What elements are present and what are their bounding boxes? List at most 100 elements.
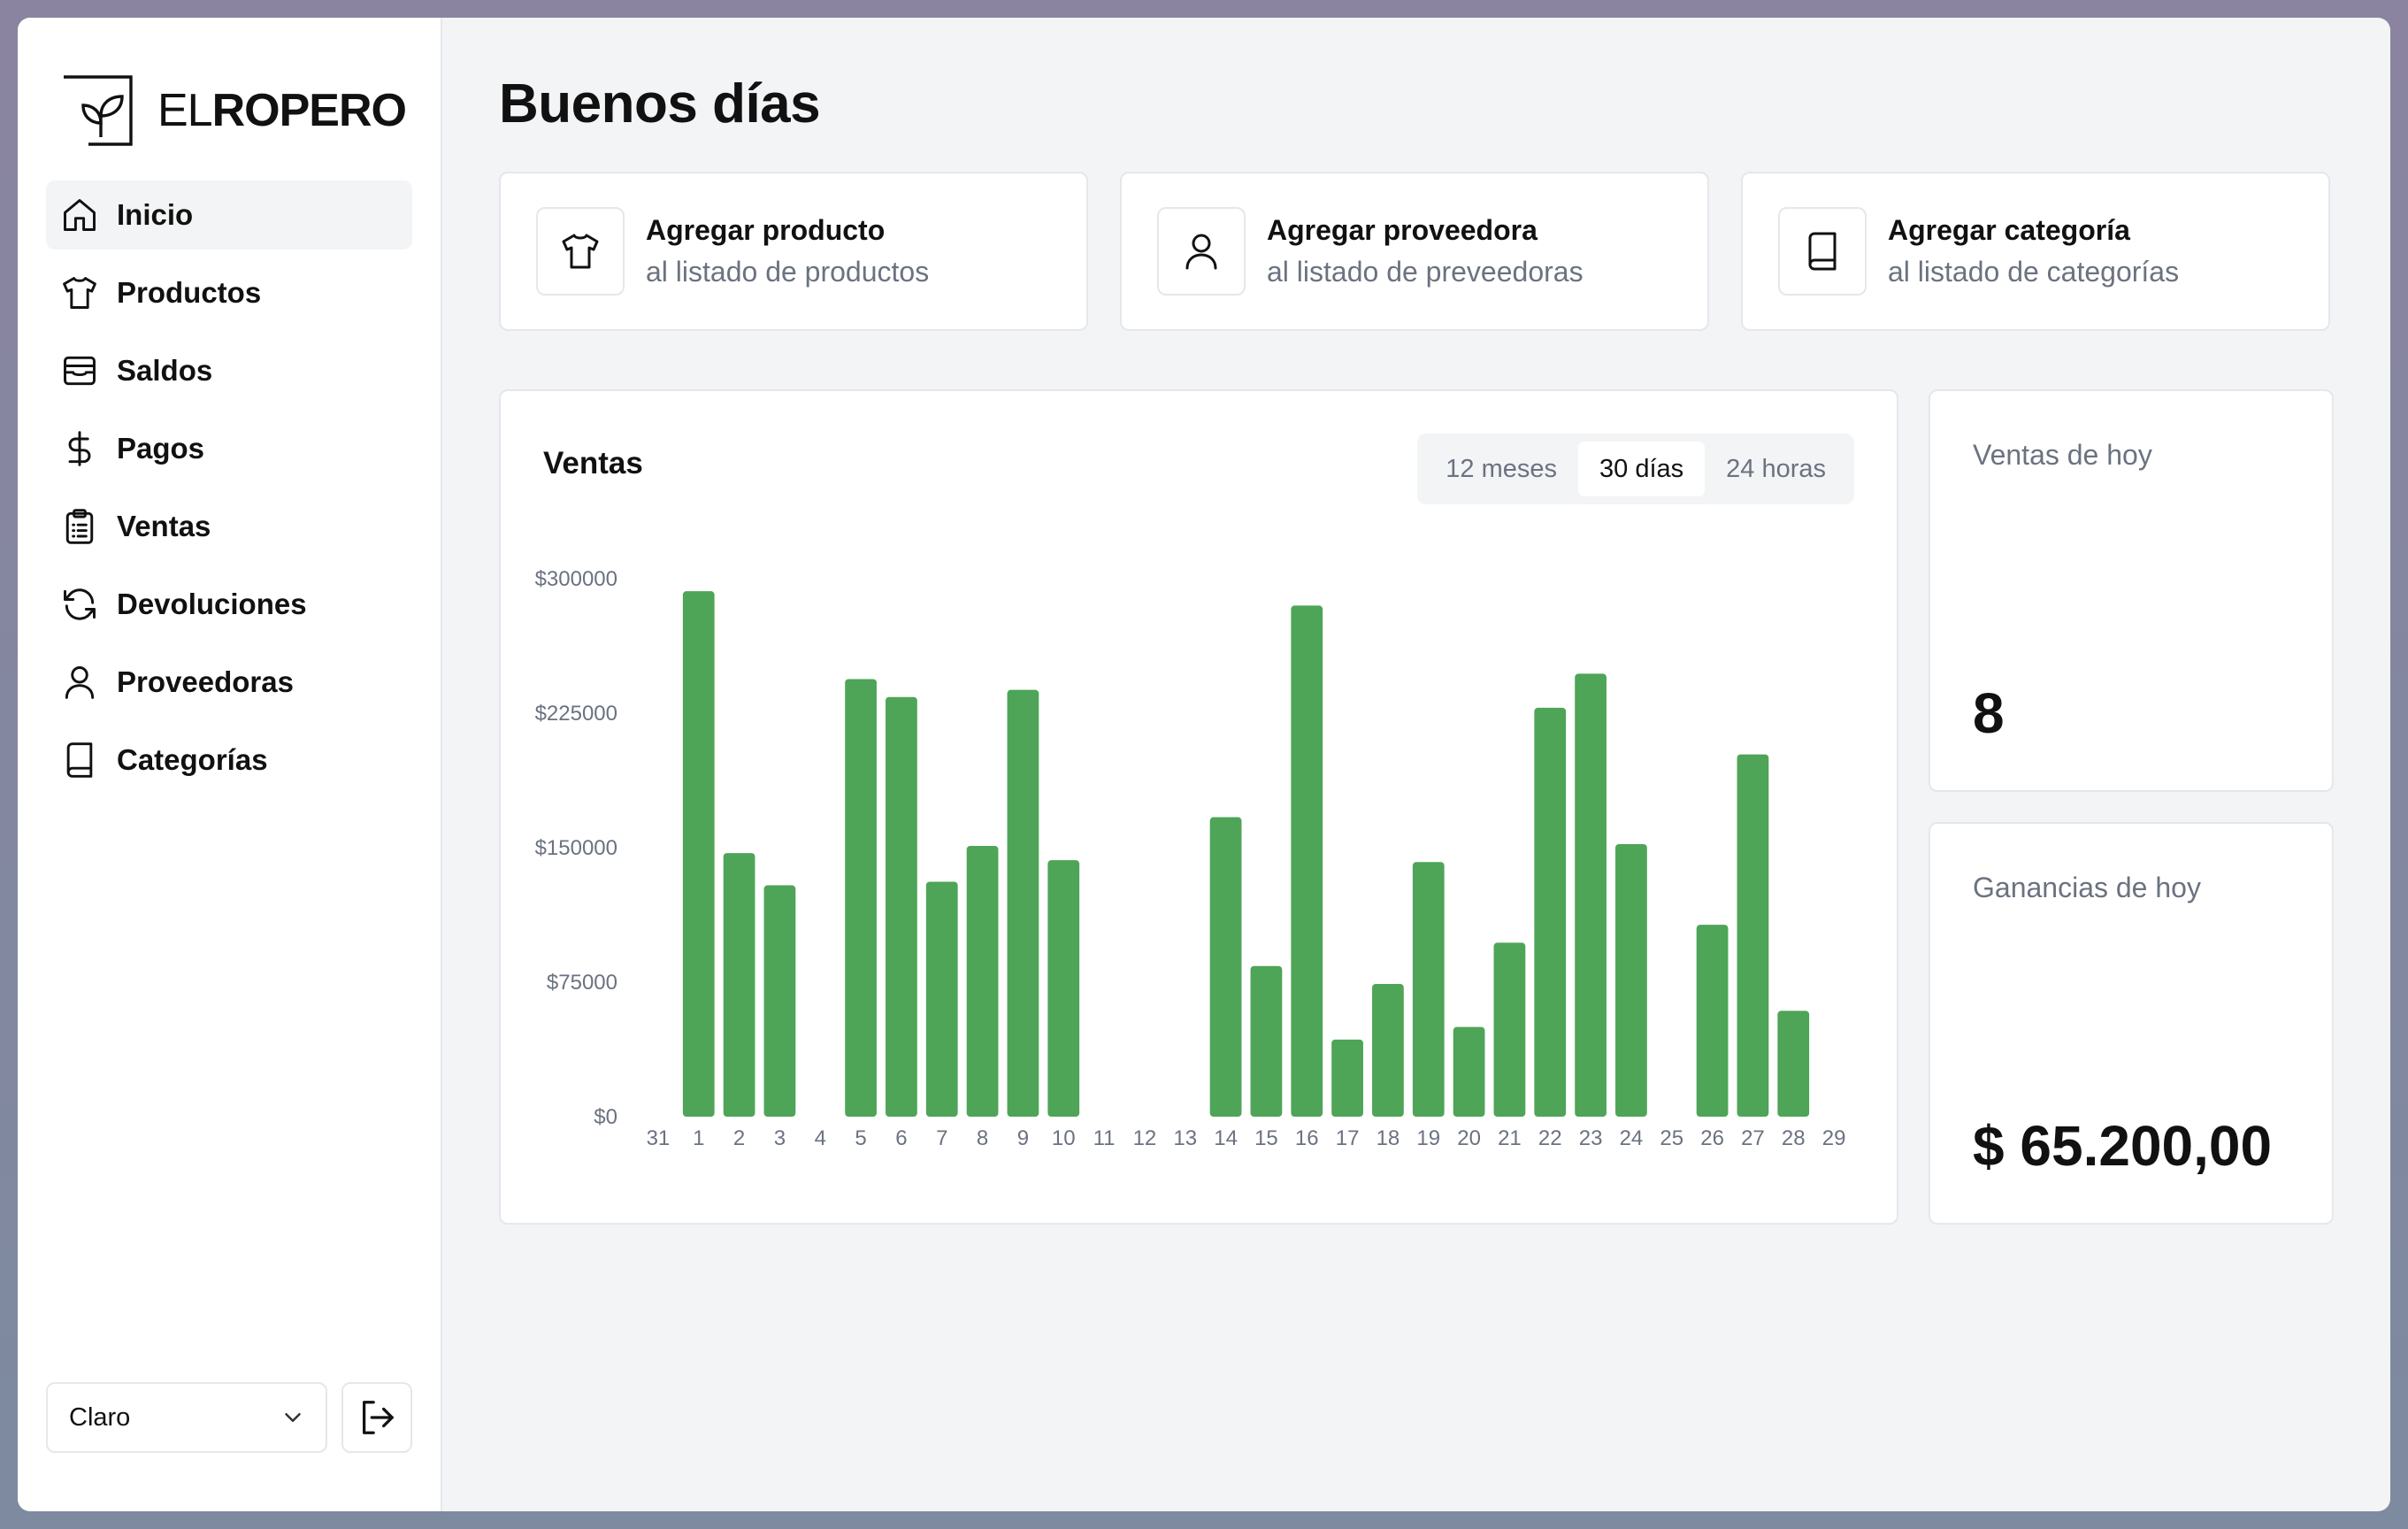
chart-bar[interactable]: [1331, 1039, 1363, 1117]
chart-bar[interactable]: [1575, 673, 1607, 1117]
sidebar-item-label: Categorías: [117, 743, 268, 776]
chart-bar[interactable]: [1534, 707, 1567, 1117]
stat-value: $ 65.200,00: [1973, 1114, 2273, 1178]
sidebar-item-label: Inicio: [117, 198, 194, 231]
sidebar-item-devoluciones[interactable]: Devoluciones: [46, 570, 412, 639]
chart-bar[interactable]: [966, 845, 999, 1117]
tab-30-dias[interactable]: 30 días: [1578, 442, 1706, 496]
x-tick-label: 31: [647, 1126, 671, 1150]
x-tick-label: 24: [1620, 1126, 1644, 1150]
chevron-down-icon: [285, 1413, 301, 1422]
chart-bar[interactable]: [1453, 1026, 1485, 1117]
brand[interactable]: ELROPERO: [60, 71, 412, 150]
x-tick-label: 25: [1660, 1126, 1683, 1150]
quick-icon-box: [1157, 207, 1246, 296]
quick-action-subtitle: al listado de preveedoras: [1267, 256, 1584, 288]
brand-name: ROPERO: [211, 85, 407, 136]
home-icon: [64, 199, 96, 231]
chart-bar[interactable]: [763, 885, 796, 1117]
sidebar-item-label: Devoluciones: [117, 588, 307, 620]
x-tick-label: 29: [1822, 1126, 1846, 1150]
add-supplier-card[interactable]: Agregar proveedora al listado de preveed…: [1120, 172, 1709, 331]
sidebar-item-label: Pagos: [117, 432, 205, 465]
user-icon: [65, 666, 95, 699]
sidebar-item-proveedoras[interactable]: Proveedoras: [46, 648, 412, 717]
chart-bar[interactable]: [1209, 817, 1242, 1117]
sidebar-nav: Inicio Productos Saldos Pagos Ventas Dev…: [46, 181, 412, 795]
x-tick-label: 11: [1093, 1126, 1116, 1150]
quick-action-title: Agregar proveedora: [1267, 214, 1538, 246]
chart-bar[interactable]: [1372, 984, 1404, 1117]
chart-bar[interactable]: [1615, 843, 1647, 1117]
chart-bar[interactable]: [845, 679, 877, 1117]
chart-bar[interactable]: [1696, 925, 1729, 1117]
chart-bar[interactable]: [925, 881, 958, 1117]
earnings-today-card: Ganancias de hoy $ 65.200,00: [1929, 822, 2334, 1225]
quick-action-subtitle: al listado de categorías: [1888, 256, 2180, 288]
x-tick-label: 3: [774, 1126, 786, 1150]
y-tick-label: $150000: [535, 836, 617, 860]
book-icon: [66, 742, 93, 778]
chart-bar[interactable]: [1412, 862, 1445, 1117]
sidebar-item-label: Saldos: [117, 354, 213, 387]
app-window: ELROPERO Inicio Productos Saldos Pagos: [18, 18, 2390, 1511]
chart-bar[interactable]: [1493, 942, 1526, 1117]
chart-bar[interactable]: [1047, 860, 1080, 1117]
chart-bar[interactable]: [1737, 754, 1769, 1117]
x-tick-label: 4: [815, 1126, 826, 1150]
chart-bar[interactable]: [1250, 965, 1283, 1117]
sidebar: ELROPERO Inicio Productos Saldos Pagos: [18, 18, 442, 1511]
tab-12-meses[interactable]: 12 meses: [1446, 454, 1557, 483]
logout-icon: [362, 1401, 394, 1434]
x-tick-label: 27: [1741, 1126, 1765, 1150]
user-icon: [1185, 234, 1217, 270]
sidebar-item-saldos[interactable]: Saldos: [46, 336, 412, 405]
chart-title: Ventas: [543, 446, 643, 480]
logout-button[interactable]: [341, 1382, 412, 1453]
chart-bar[interactable]: [886, 696, 917, 1117]
tab-24-horas[interactable]: 24 horas: [1726, 454, 1826, 483]
shirt-icon: [63, 277, 96, 309]
sidebar-item-ventas[interactable]: Ventas: [46, 492, 412, 561]
chart-bar[interactable]: [1291, 605, 1323, 1117]
chart-bar[interactable]: [682, 591, 715, 1117]
x-tick-label: 20: [1457, 1126, 1481, 1150]
x-tick-label: 21: [1498, 1126, 1522, 1150]
plant-logo-icon: [62, 75, 133, 146]
quick-icon-box: [1778, 207, 1867, 296]
add-product-card[interactable]: Agregar producto al listado de productos: [499, 172, 1088, 331]
chart-bar[interactable]: [1777, 1010, 1810, 1117]
sidebar-item-label: Proveedoras: [117, 665, 294, 698]
x-tick-label: 6: [895, 1126, 907, 1150]
x-tick-label: 7: [936, 1126, 947, 1150]
main-content: Buenos días Agregar producto al listado …: [442, 18, 2390, 1511]
y-tick-label: $225000: [535, 702, 617, 726]
range-tabs: 12 meses 30 días 24 horas: [1417, 434, 1854, 504]
sidebar-item-pagos[interactable]: Pagos: [46, 414, 412, 483]
book-icon: [1808, 232, 1837, 271]
brand-prefix: EL: [157, 85, 213, 136]
sidebar-item-categorias[interactable]: Categorías: [46, 726, 412, 795]
sales-today-card: Ventas de hoy 8: [1929, 389, 2334, 792]
x-tick-label: 10: [1052, 1126, 1076, 1150]
sidebar-footer: Claro: [46, 1382, 412, 1453]
quick-icon-box: [536, 207, 625, 296]
x-tick-label: 5: [855, 1126, 866, 1150]
chart-bar[interactable]: [1007, 689, 1039, 1117]
x-tick-label: 12: [1133, 1126, 1157, 1150]
stat-label: Ganancias de hoy: [1973, 872, 2201, 903]
add-category-card[interactable]: Agregar categoría al listado de categorí…: [1741, 172, 2330, 331]
x-tick-label: 8: [977, 1126, 988, 1150]
sidebar-item-inicio[interactable]: Inicio: [46, 181, 412, 250]
quick-action-title: Agregar producto: [646, 214, 886, 246]
x-tick-label: 13: [1173, 1126, 1197, 1150]
chart-bar[interactable]: [723, 853, 755, 1117]
x-tick-label: 19: [1416, 1126, 1440, 1150]
x-tick-label: 1: [693, 1126, 704, 1150]
refresh-icon: [64, 588, 96, 620]
theme-select-value: Claro: [69, 1402, 131, 1432]
x-tick-label: 23: [1579, 1126, 1603, 1150]
theme-select[interactable]: Claro: [46, 1382, 327, 1453]
sidebar-item-productos[interactable]: Productos: [46, 258, 412, 327]
stat-label: Ventas de hoy: [1973, 439, 2152, 471]
